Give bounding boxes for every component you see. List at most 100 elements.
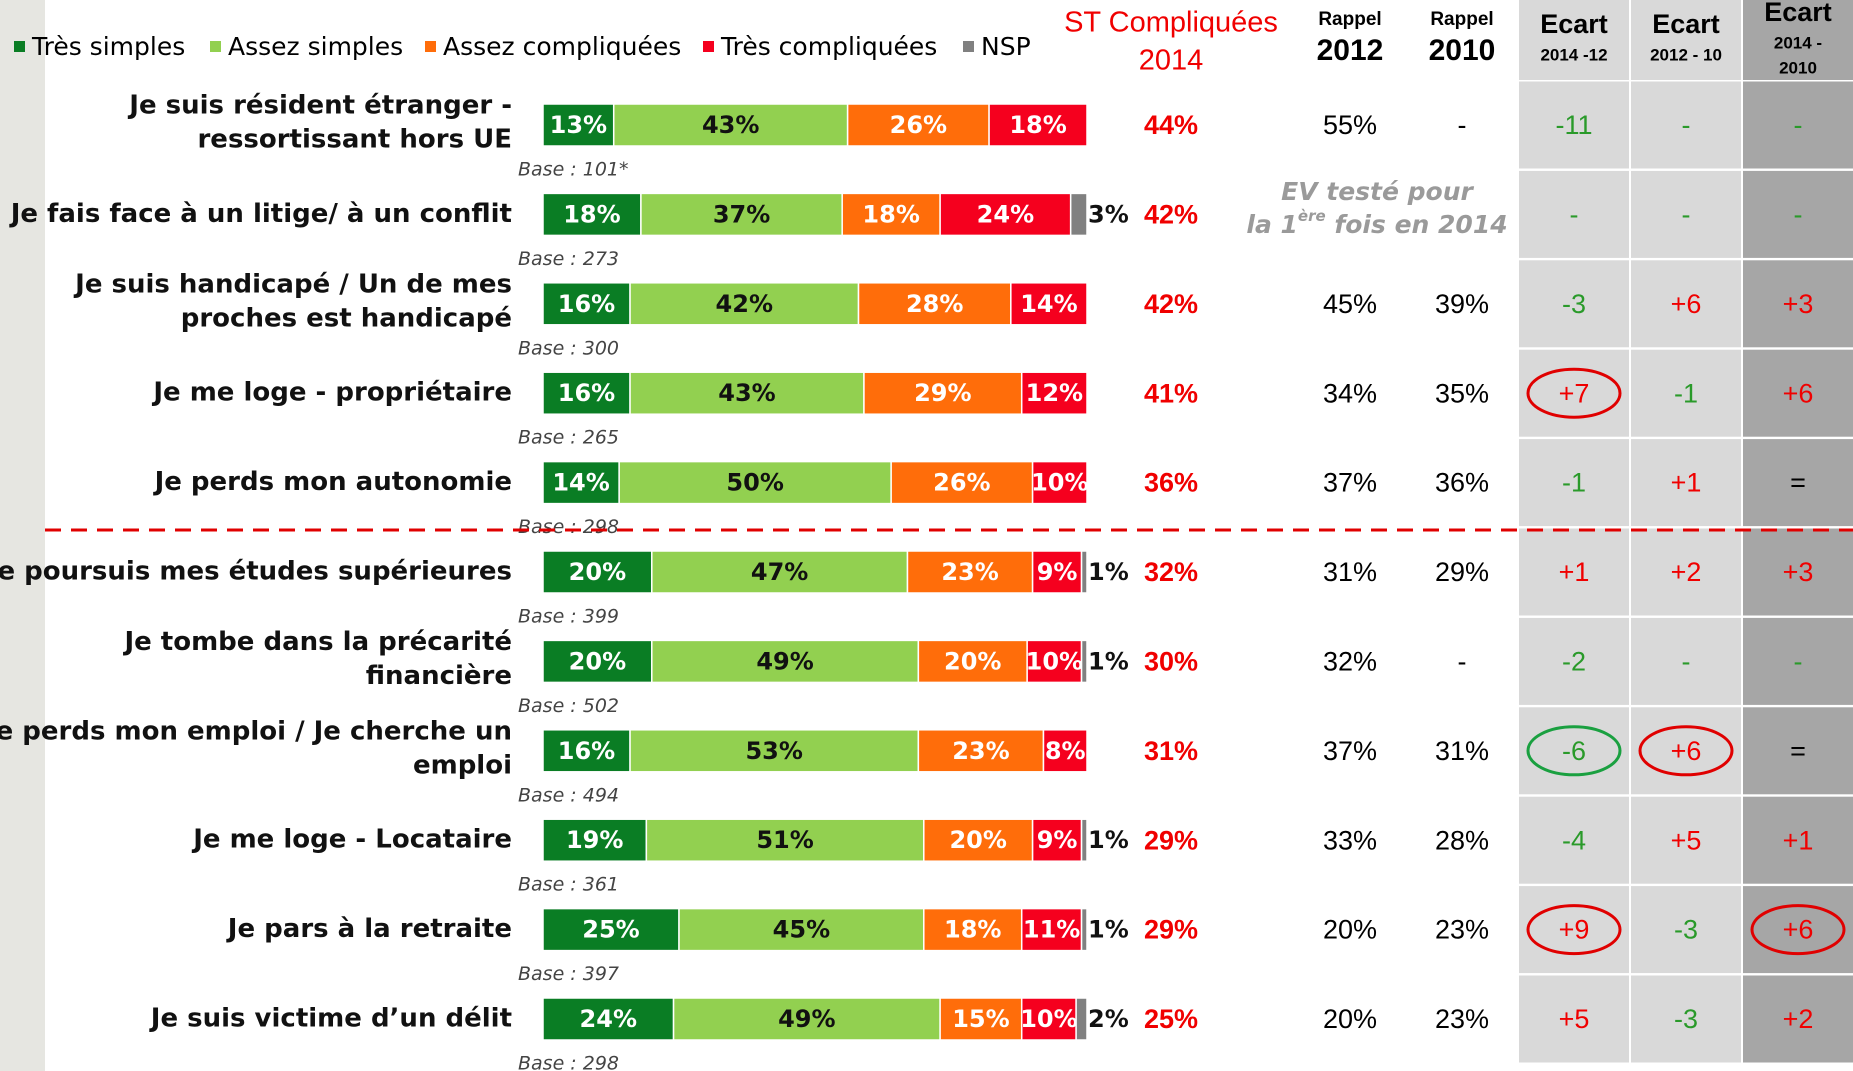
bar-value-label: 10%: [1020, 1005, 1077, 1033]
bar-value-label: 23%: [952, 737, 1009, 765]
table-cell: [1519, 975, 1629, 1063]
table-cell: [1519, 886, 1629, 974]
bar-value-label: 43%: [702, 111, 759, 139]
bar-value-label: 20%: [569, 647, 626, 675]
bar-segment: [1080, 639, 1088, 684]
table-cell: [1631, 528, 1741, 616]
bar-segment: [1031, 818, 1083, 862]
bar-segment: [1010, 282, 1088, 326]
base-label: Base : 502: [518, 695, 619, 717]
bar-segment: [542, 460, 620, 505]
bar-value-label: 51%: [756, 826, 813, 854]
bar-segment: [1031, 550, 1083, 594]
bar-segment: [923, 907, 1023, 952]
bar-value-label: 24%: [977, 200, 1034, 228]
bar-value-label: 26%: [890, 111, 947, 139]
left-strip: [0, 0, 45, 1071]
bar-value-label: 16%: [558, 379, 615, 407]
column-header: Rappel: [1430, 9, 1493, 30]
bar-value-label: 16%: [558, 290, 615, 318]
bar-value-label: 13%: [550, 111, 607, 139]
bar-value-label: 28%: [906, 290, 963, 318]
table-value: +5: [1671, 825, 1702, 855]
table-value: 29%: [1144, 825, 1198, 855]
table-value: 32%: [1144, 557, 1198, 587]
column-header: Ecart: [1540, 9, 1608, 39]
table-value: 34%: [1323, 378, 1377, 408]
bar-segment: [542, 818, 648, 862]
table-value: 30%: [1144, 647, 1198, 677]
table-value: +6: [1671, 736, 1702, 766]
category-label: Je me loge - propriétaire: [151, 378, 512, 408]
table-cell: [1743, 349, 1853, 437]
table-value: 31%: [1144, 736, 1198, 766]
column-header: 2014 -: [1774, 33, 1822, 52]
bar-value-label: 18%: [944, 916, 1001, 944]
bar-segment: [678, 907, 925, 952]
category-label: Je poursuis mes études supérieures: [0, 557, 512, 587]
bar-segment: [917, 729, 1045, 773]
table-value: 33%: [1323, 825, 1377, 855]
bar-segment: [542, 371, 631, 415]
column-header: 2010: [1779, 58, 1817, 77]
table-cell: [1743, 528, 1853, 616]
table-value: 23%: [1435, 1004, 1489, 1034]
table-value: 41%: [1144, 378, 1198, 408]
table-cell: [1519, 707, 1629, 795]
bar-value-label: 15%: [952, 1005, 1009, 1033]
bar-value-label: 53%: [745, 737, 802, 765]
bar-segment: [890, 460, 1034, 505]
table-value: 35%: [1435, 378, 1489, 408]
table-value: -: [1682, 647, 1691, 677]
table-value: -3: [1674, 1004, 1698, 1034]
bar-segment: [629, 282, 860, 326]
bar-value-label: 18%: [563, 200, 620, 228]
column-header: 2014: [1139, 45, 1204, 77]
bar-value-label: 20%: [949, 826, 1006, 854]
table-cell: [1519, 796, 1629, 884]
table-cell: [1631, 170, 1741, 258]
bar-value-label: 14%: [1020, 290, 1077, 318]
category-label: ressortissant hors UE: [197, 125, 512, 155]
highlight-circle: [1526, 725, 1622, 777]
table-value: -: [1570, 200, 1579, 230]
legend-swatch: [14, 41, 25, 52]
bar-value-label: 26%: [933, 469, 990, 497]
table-cell: [1631, 796, 1741, 884]
table-cell: [1743, 81, 1853, 169]
table-value: -4: [1562, 825, 1586, 855]
table-value: -1: [1562, 468, 1586, 498]
table-cell: [1519, 260, 1629, 348]
table-value: -: [1458, 110, 1467, 140]
base-label: Base : 101*: [518, 159, 629, 181]
category-label: Je perds mon emploi / Je cherche un: [0, 716, 512, 746]
table-value: 36%: [1144, 468, 1198, 498]
table-cell: [1519, 349, 1629, 437]
table-value: +1: [1559, 557, 1590, 587]
bar-segment: [1020, 371, 1088, 415]
bar-value-label: 1%: [1088, 826, 1129, 854]
base-label: Base : 265: [518, 427, 619, 449]
table-value: +3: [1783, 557, 1814, 587]
bar-value-label: 43%: [718, 379, 775, 407]
column-header: ST Compliquées: [1064, 7, 1278, 39]
table-value: -3: [1674, 915, 1698, 945]
table-value: +3: [1783, 289, 1814, 319]
bar-segment: [939, 192, 1072, 237]
highlight-circle: [1526, 367, 1622, 419]
table-value: 42%: [1144, 289, 1198, 319]
bar-value-label: 29%: [914, 379, 971, 407]
bar-segment: [542, 907, 680, 952]
table-value: 29%: [1435, 557, 1489, 587]
table-value: =: [1790, 736, 1806, 766]
note: la 1ère fois en 2014: [1246, 207, 1507, 240]
bar-segment: [542, 729, 631, 773]
table-value: +6: [1783, 378, 1814, 408]
bar-value-label: 14%: [552, 469, 609, 497]
column-header: 2010: [1429, 34, 1496, 67]
table-cell: [1631, 439, 1741, 527]
table-value: 31%: [1435, 736, 1489, 766]
table-value: +2: [1671, 557, 1702, 587]
table-cell: [1743, 796, 1853, 884]
